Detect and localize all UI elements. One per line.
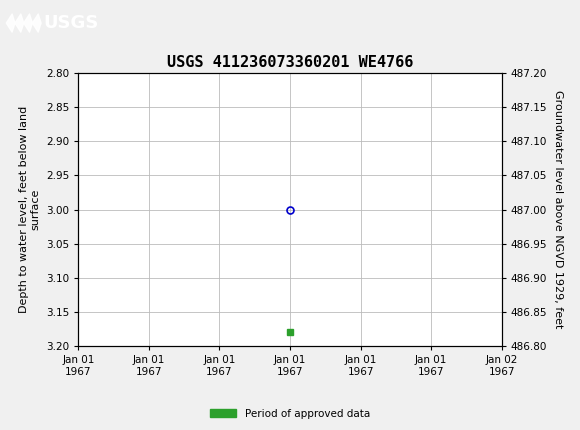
Text: USGS 411236073360201 WE4766: USGS 411236073360201 WE4766 [167, 55, 413, 70]
Y-axis label: Depth to water level, feet below land
surface: Depth to water level, feet below land su… [19, 106, 41, 313]
Legend: Period of approved data: Period of approved data [206, 405, 374, 423]
Y-axis label: Groundwater level above NGVD 1929, feet: Groundwater level above NGVD 1929, feet [553, 90, 563, 329]
Text: USGS: USGS [44, 14, 99, 31]
